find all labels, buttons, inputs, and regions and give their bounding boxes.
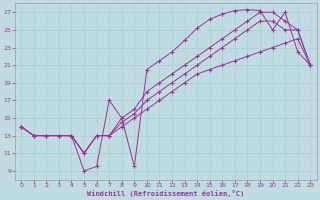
- X-axis label: Windchill (Refroidissement éolien,°C): Windchill (Refroidissement éolien,°C): [87, 190, 244, 197]
